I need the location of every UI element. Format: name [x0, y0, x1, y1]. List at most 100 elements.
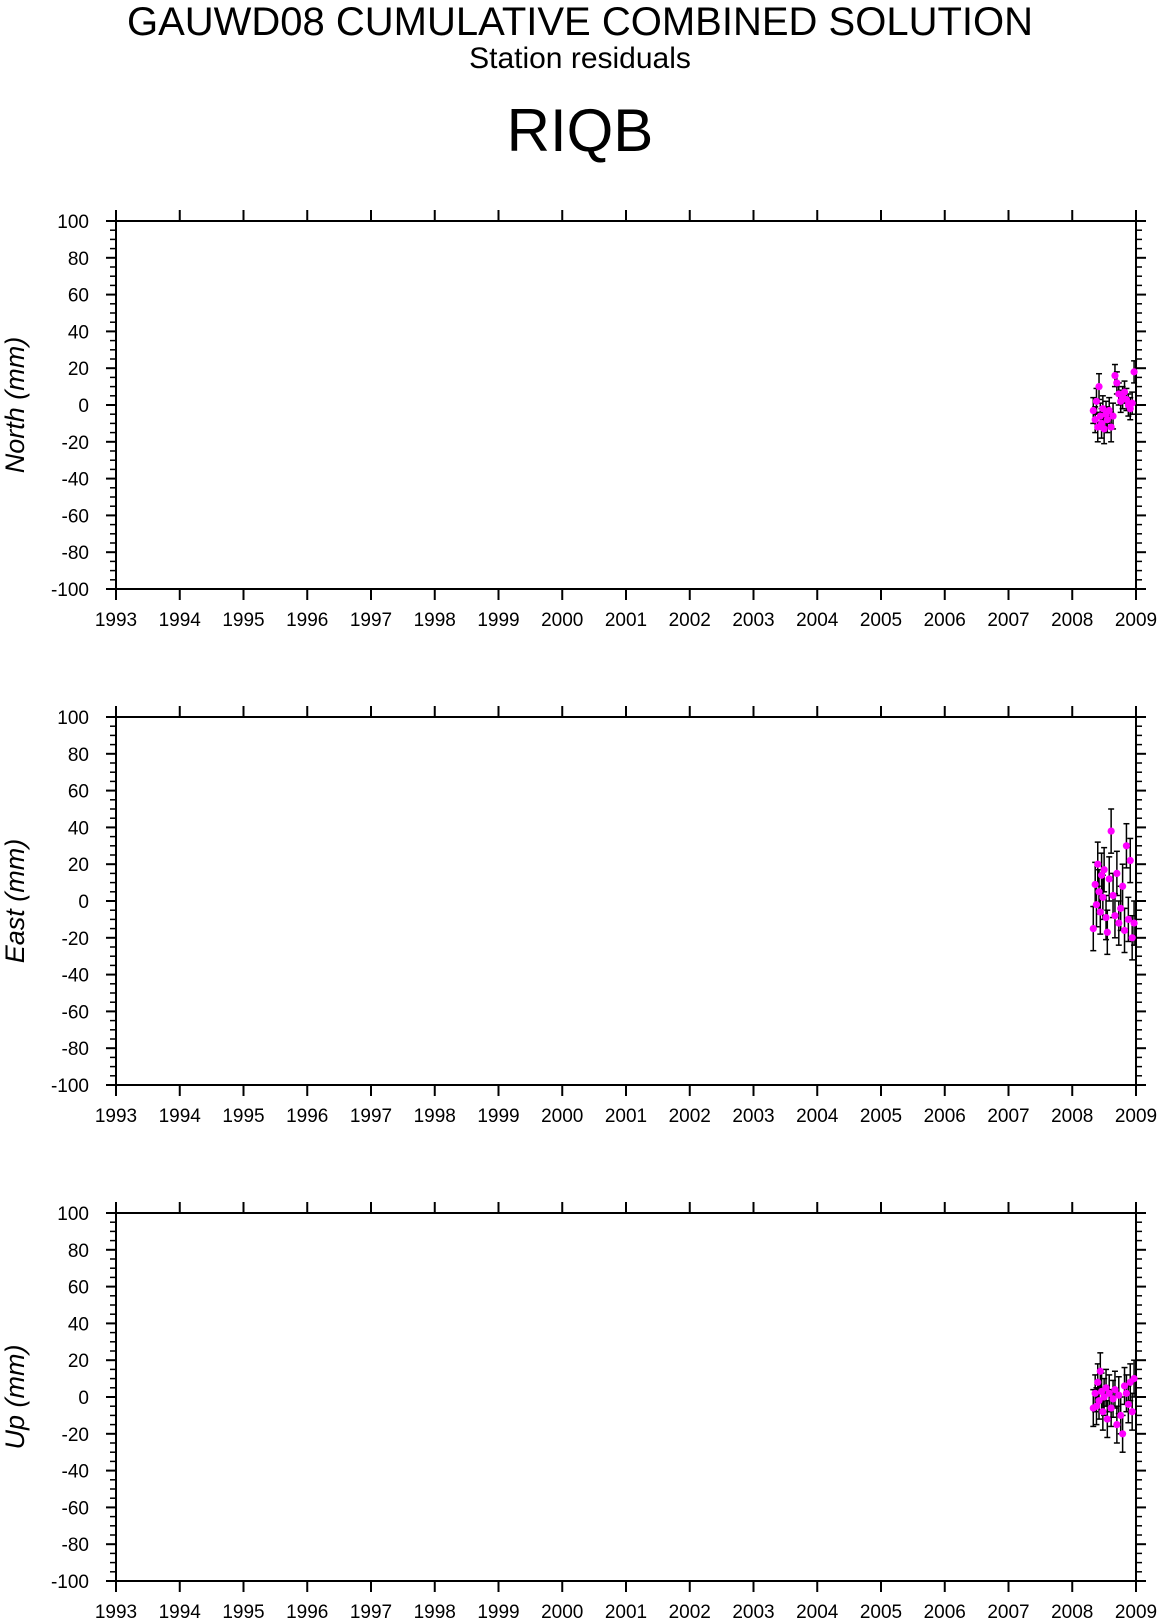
- x-tick-label: 1998: [414, 1602, 456, 1621]
- x-tick-label: 1994: [159, 1106, 202, 1127]
- data-point: [1089, 406, 1097, 415]
- data-point: [1113, 379, 1121, 387]
- plot-frame: [115, 220, 1137, 590]
- data-point: [1091, 1389, 1099, 1397]
- y-tick-label: -100: [51, 1572, 89, 1593]
- data-point: [1102, 1384, 1110, 1392]
- y-tick-label: -80: [62, 1535, 89, 1556]
- data-point: [1099, 1408, 1107, 1416]
- y-tick-label: 100: [57, 212, 89, 233]
- data-point: [1128, 1408, 1136, 1416]
- data-point: [1130, 1375, 1138, 1383]
- y-axis-label: North (mm): [0, 337, 30, 474]
- y-tick-label: 80: [68, 1241, 89, 1262]
- data-point: [1103, 928, 1111, 936]
- x-tick-label: 2009: [1115, 610, 1157, 631]
- data-point: [1122, 842, 1131, 850]
- y-tick-label: 40: [68, 818, 89, 839]
- x-tick-label: 1994: [159, 1602, 202, 1621]
- y-tick-label: 80: [68, 249, 89, 270]
- data-point: [1095, 888, 1103, 896]
- data-point: [1117, 904, 1125, 912]
- x-tick-label: 2004: [796, 1602, 839, 1621]
- data-point: [1094, 1378, 1102, 1386]
- data-point: [1091, 416, 1099, 424]
- y-tick-label: -20: [62, 929, 89, 950]
- y-tick-label: 20: [68, 359, 89, 380]
- y-tick-label: -40: [62, 470, 89, 491]
- data-point: [1091, 880, 1099, 889]
- data-point: [1105, 406, 1113, 415]
- y-tick-label: 0: [78, 892, 89, 913]
- data-point: [1120, 388, 1129, 396]
- y-tick-label: 40: [68, 1314, 89, 1335]
- data-point: [1095, 383, 1103, 391]
- data-point: [1096, 1367, 1104, 1375]
- data-point: [1130, 919, 1138, 927]
- x-tick-label: 2002: [669, 1602, 711, 1621]
- x-tick-label: 2007: [987, 610, 1029, 631]
- data-point: [1113, 869, 1121, 878]
- data-point: [1117, 1411, 1125, 1419]
- data-point: [1111, 371, 1119, 380]
- x-tick-label: 2006: [924, 1106, 966, 1127]
- data-point: [1100, 1393, 1108, 1401]
- x-tick-label: 2008: [1051, 1602, 1093, 1621]
- data-point: [1105, 875, 1113, 883]
- x-tick-label: 2002: [669, 1106, 711, 1127]
- x-tick-label: 1993: [95, 1602, 137, 1621]
- x-tick-label: 2009: [1115, 1602, 1157, 1621]
- data-point: [1115, 919, 1123, 927]
- x-tick-label: 2000: [541, 1106, 583, 1127]
- x-tick-label: 2003: [732, 1602, 774, 1621]
- data-point: [1109, 412, 1117, 420]
- x-tick-label: 2004: [796, 1106, 839, 1127]
- x-tick-label: 2000: [541, 1602, 583, 1621]
- y-tick-label: 60: [68, 286, 89, 307]
- station-name: RIQB: [506, 97, 654, 164]
- plot-frame: [115, 1212, 1137, 1582]
- y-tick-label: -40: [62, 966, 89, 987]
- x-tick-label: 2003: [732, 1106, 774, 1127]
- y-tick-label: -20: [62, 433, 89, 454]
- data-point: [1124, 915, 1132, 924]
- x-tick-label: 1993: [95, 1106, 137, 1127]
- x-tick-label: 2006: [924, 1602, 966, 1621]
- panel-up: 1993 1994 1995 1996 1997 1998 1999 2000 2001 2002…: [0, 1202, 1157, 1621]
- y-tick-label: -80: [62, 1039, 89, 1060]
- x-tick-label: 1999: [477, 1106, 519, 1127]
- x-tick-label: 2005: [860, 1106, 902, 1127]
- x-tick-label: 1996: [286, 610, 328, 631]
- y-tick-label: 20: [68, 855, 89, 876]
- x-tick-label: 1997: [350, 1106, 392, 1127]
- x-tick-label: 2008: [1051, 1106, 1093, 1127]
- panel-north: 1993 1994 1995 1996 1997 1998 1999 2000 2001 2002…: [0, 210, 1157, 631]
- data-point: [1122, 1389, 1131, 1397]
- data-point: [1107, 1404, 1115, 1412]
- x-tick-label: 2006: [924, 610, 966, 631]
- data-point: [1130, 368, 1138, 376]
- y-tick-label: -80: [62, 543, 89, 564]
- data-point: [1092, 901, 1101, 909]
- data-point: [1103, 416, 1111, 424]
- x-tick-label: 1997: [350, 1602, 392, 1621]
- chart-subtitle: Station residuals: [469, 42, 691, 75]
- data-point: [1120, 926, 1129, 935]
- y-tick-label: 60: [68, 1278, 89, 1299]
- data-point: [1126, 405, 1134, 413]
- data-point: [1096, 908, 1104, 916]
- data-point: [1109, 1395, 1117, 1403]
- x-tick-label: 1994: [159, 610, 202, 631]
- chart-title: GAUWD08 CUMULATIVE COMBINED SOLUTION: [126, 0, 1034, 44]
- data-point: [1094, 860, 1102, 868]
- y-tick-label: 100: [57, 1204, 89, 1225]
- data-point: [1097, 419, 1106, 427]
- x-tick-label: 2005: [860, 1602, 902, 1621]
- y-tick-label: -20: [62, 1425, 89, 1446]
- x-tick-label: 1999: [477, 610, 519, 631]
- data-point: [1099, 893, 1107, 901]
- x-tick-label: 2000: [541, 610, 583, 631]
- data-point: [1092, 1402, 1101, 1410]
- data-point: [1113, 1421, 1121, 1429]
